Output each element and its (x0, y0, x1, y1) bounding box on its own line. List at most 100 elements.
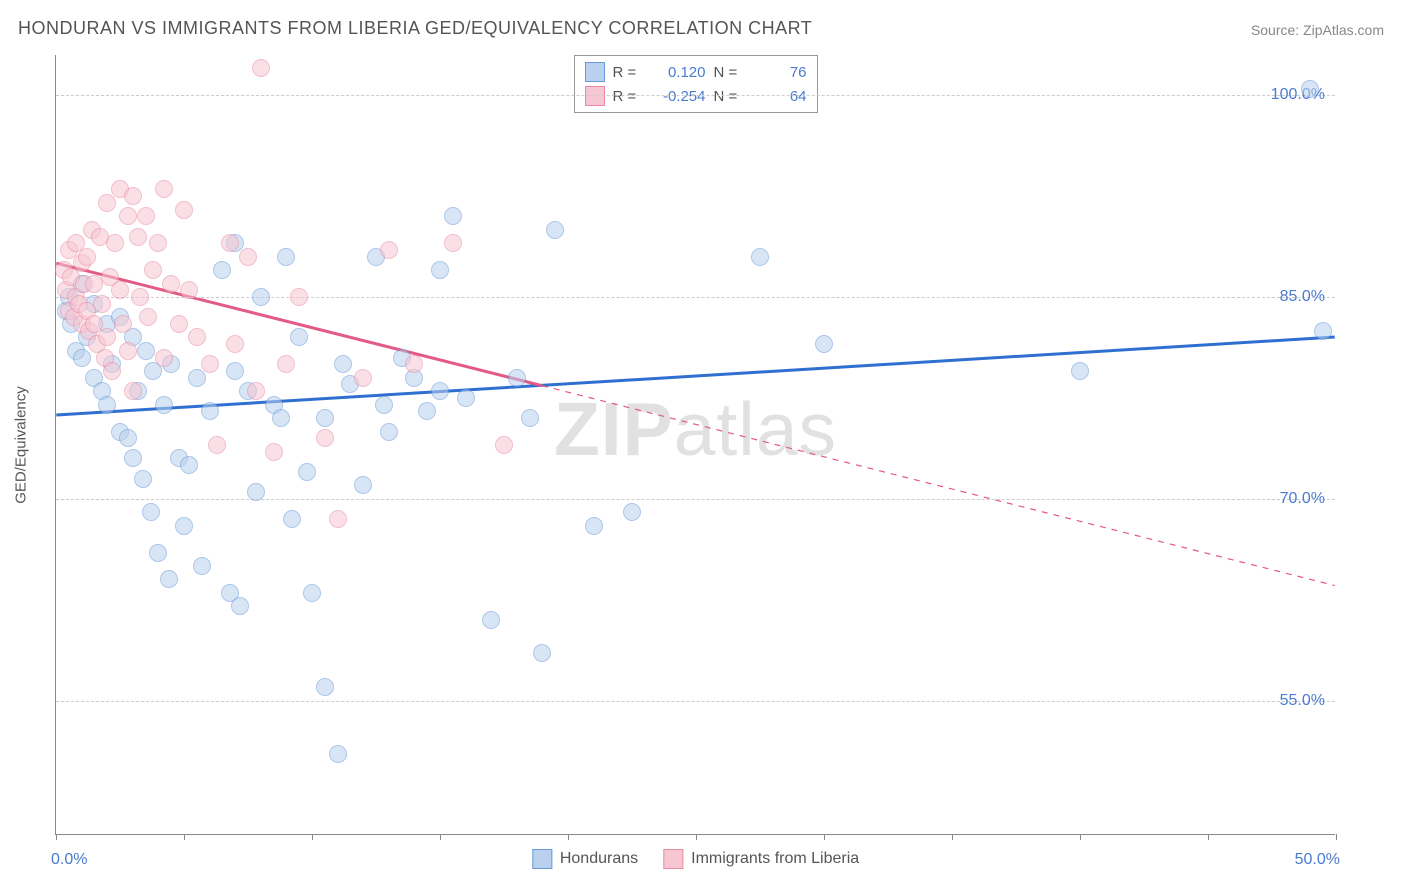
x-tick (952, 834, 953, 840)
x-tick (696, 834, 697, 840)
data-point (142, 503, 160, 521)
data-point (188, 369, 206, 387)
data-point (283, 510, 301, 528)
data-point (78, 248, 96, 266)
data-point (418, 402, 436, 420)
data-point (290, 328, 308, 346)
data-point (277, 355, 295, 373)
data-point (155, 349, 173, 367)
data-point (93, 295, 111, 313)
data-point (124, 449, 142, 467)
data-point (482, 611, 500, 629)
data-point (247, 483, 265, 501)
data-point (221, 234, 239, 252)
data-point (252, 59, 270, 77)
legend-bottom-item-1: Immigrants from Liberia (663, 849, 859, 869)
x-tick (1336, 834, 1337, 840)
data-point (329, 745, 347, 763)
gridline-h (56, 701, 1335, 702)
data-point (213, 261, 231, 279)
data-point (1071, 362, 1089, 380)
data-point (405, 355, 423, 373)
y-tick-label: 70.0% (1280, 490, 1325, 508)
legend-n-label-0: N = (714, 64, 744, 81)
data-point (521, 409, 539, 427)
data-point (354, 476, 372, 494)
x-tick (312, 834, 313, 840)
data-point (495, 436, 513, 454)
data-point (180, 456, 198, 474)
data-point (316, 678, 334, 696)
data-point (137, 207, 155, 225)
data-point (380, 423, 398, 441)
data-point (170, 315, 188, 333)
data-point (188, 328, 206, 346)
legend-bottom-swatch-0 (532, 849, 552, 869)
data-point (380, 241, 398, 259)
data-point (533, 644, 551, 662)
legend-bottom-label-0: Hondurans (560, 850, 638, 868)
trend-line-dashed (542, 386, 1335, 586)
x-tick (1208, 834, 1209, 840)
data-point (815, 335, 833, 353)
data-point (175, 201, 193, 219)
data-point (354, 369, 372, 387)
data-point (431, 261, 449, 279)
data-point (375, 396, 393, 414)
data-point (1301, 80, 1319, 98)
data-point (272, 409, 290, 427)
data-point (124, 382, 142, 400)
legend-n-value-0: 76 (752, 64, 807, 81)
y-axis-title: GED/Equivalency (13, 386, 30, 504)
data-point (98, 194, 116, 212)
data-point (73, 349, 91, 367)
plot-area: GED/Equivalency ZIPatlas R = 0.120 N = 7… (55, 55, 1335, 835)
x-axis-max-label: 50.0% (1295, 851, 1340, 869)
data-point (508, 369, 526, 387)
data-point (119, 342, 137, 360)
data-point (155, 180, 173, 198)
data-point (265, 443, 283, 461)
data-point (193, 557, 211, 575)
data-point (160, 570, 178, 588)
legend-top-row-0: R = 0.120 N = 76 (585, 60, 807, 84)
data-point (252, 288, 270, 306)
data-point (114, 315, 132, 333)
data-point (623, 503, 641, 521)
source-label: Source: ZipAtlas.com (1251, 22, 1384, 38)
x-tick (184, 834, 185, 840)
data-point (144, 261, 162, 279)
data-point (226, 362, 244, 380)
data-point (546, 221, 564, 239)
gridline-h (56, 297, 1335, 298)
data-point (111, 281, 129, 299)
data-point (247, 382, 265, 400)
data-point (129, 228, 147, 246)
data-point (149, 544, 167, 562)
data-point (334, 355, 352, 373)
data-point (98, 396, 116, 414)
data-point (208, 436, 226, 454)
data-point (175, 517, 193, 535)
data-point (231, 597, 249, 615)
legend-r-value-0: 0.120 (651, 64, 706, 81)
x-axis-min-label: 0.0% (51, 851, 87, 869)
data-point (444, 207, 462, 225)
data-point (585, 517, 603, 535)
data-point (444, 234, 462, 252)
legend-bottom-label-1: Immigrants from Liberia (691, 850, 859, 868)
data-point (201, 402, 219, 420)
legend-bottom-item-0: Hondurans (532, 849, 638, 869)
data-point (155, 396, 173, 414)
data-point (131, 288, 149, 306)
data-point (226, 335, 244, 353)
data-point (149, 234, 167, 252)
x-tick (56, 834, 57, 840)
x-tick (824, 834, 825, 840)
data-point (457, 389, 475, 407)
data-point (137, 342, 155, 360)
data-point (103, 362, 121, 380)
data-point (98, 328, 116, 346)
data-point (431, 382, 449, 400)
data-point (316, 429, 334, 447)
